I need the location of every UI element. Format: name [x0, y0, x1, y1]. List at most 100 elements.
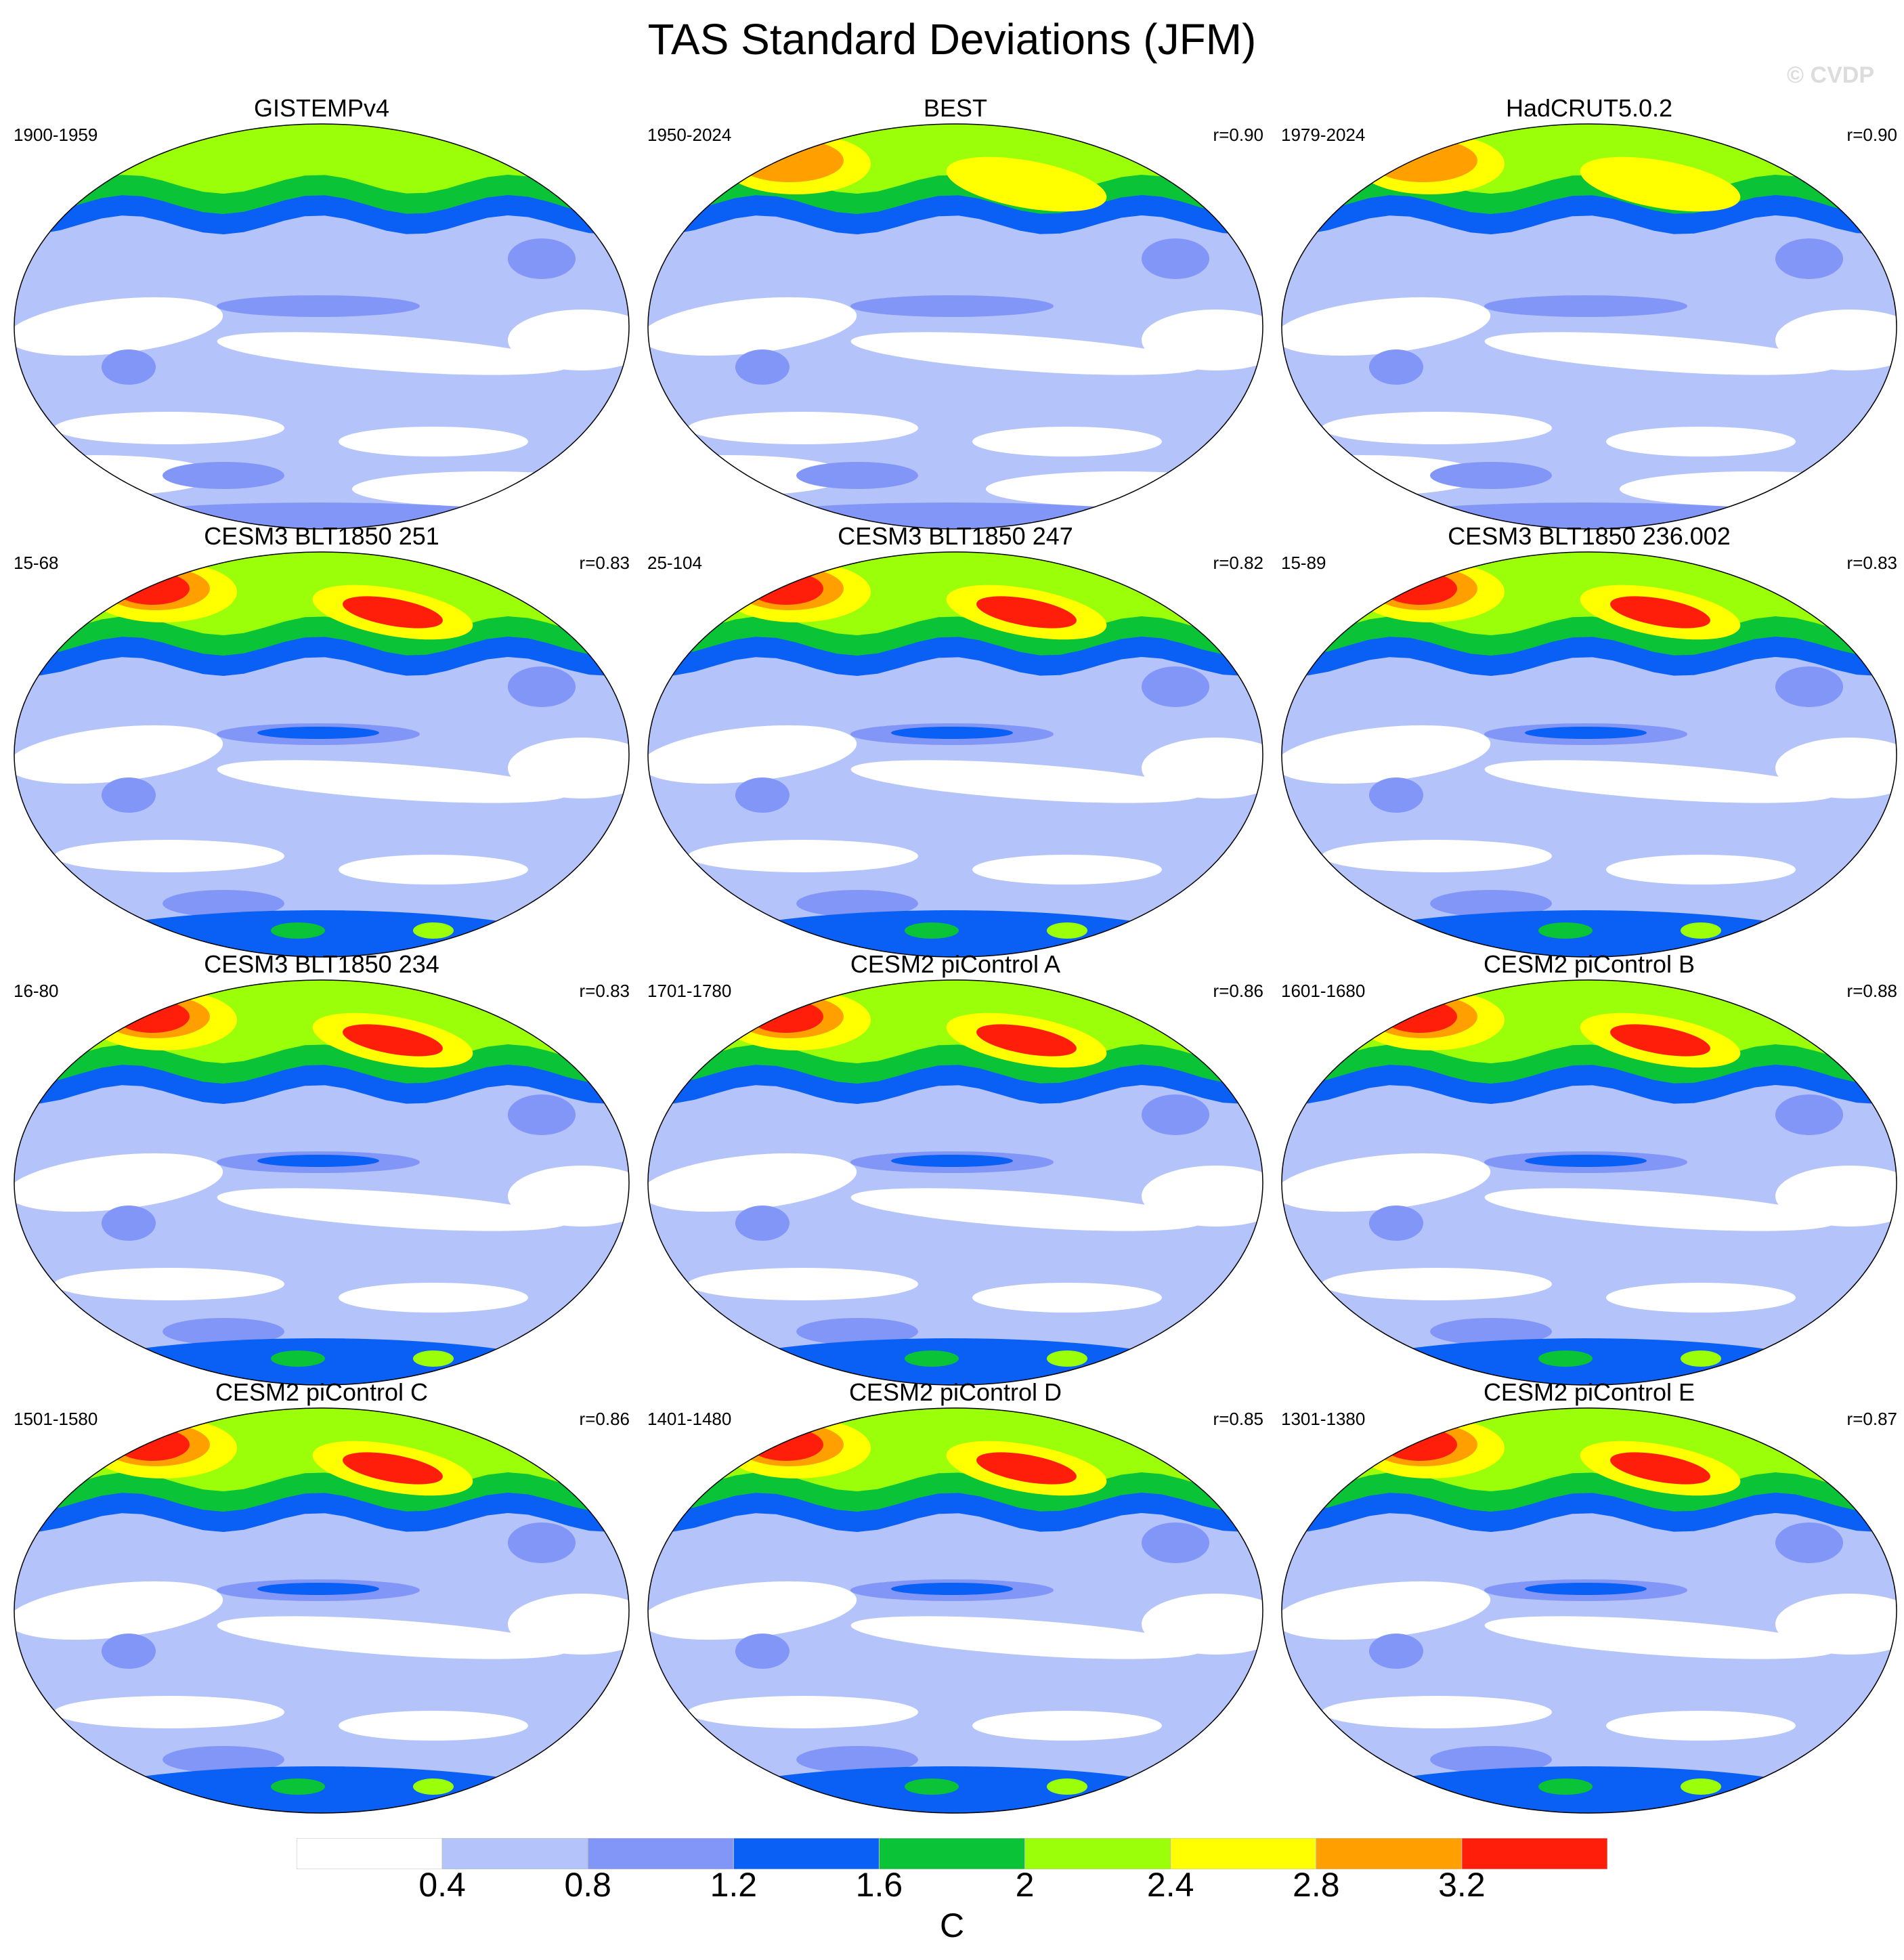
enso-core: [891, 727, 1013, 739]
panel-title: CESM3 BLT1850 236.002: [1448, 522, 1731, 550]
panel-correlation: r=0.88: [1846, 981, 1897, 1001]
mid-variance-patch: [1430, 1746, 1552, 1773]
map-border: [1281, 979, 1897, 1386]
mid-variance-patch: [796, 462, 918, 489]
panel-title: CESM2 piControl C: [215, 1378, 429, 1406]
continent-max: [343, 596, 443, 629]
low-variance-area: [688, 1268, 918, 1300]
low-variance-area: [648, 1153, 857, 1212]
panel-title: CESM3 BLT1850 251: [204, 522, 439, 550]
panel-period: 1401-1480: [647, 1409, 732, 1429]
colorbar-tick-label: 1.2: [710, 1866, 758, 1904]
mid-variance-patch: [1430, 462, 1552, 489]
mid-variance-patch: [102, 349, 156, 385]
mid-variance-patch: [1775, 1094, 1843, 1135]
mid-variance-patch: [163, 462, 284, 489]
mid-variance-patch: [1369, 349, 1423, 385]
panel-period: 1900-1959: [14, 125, 98, 145]
low-variance-area: [14, 1153, 223, 1212]
low-variance-area: [1142, 310, 1263, 370]
low-variance-area: [1484, 332, 1836, 375]
panel-correlation: r=0.86: [579, 1409, 630, 1429]
map-panel: CESM2 piControl A 1701-1780 r=0.86: [641, 951, 1270, 1386]
panel-period: 15-89: [1281, 553, 1326, 573]
low-variance-area: [54, 840, 284, 872]
robinson-map: [647, 1407, 1263, 1814]
low-variance-area: [217, 332, 569, 375]
robinson-map: [1281, 551, 1897, 958]
low-variance-area: [850, 332, 1203, 375]
robinson-map: [14, 551, 630, 958]
low-variance-area: [1282, 297, 1491, 356]
continent-high: [1580, 156, 1741, 212]
low-variance-area: [1620, 471, 1890, 507]
low-variance-area: [972, 1711, 1162, 1741]
low-variance-area: [339, 427, 528, 456]
colorbar-units: C: [939, 1906, 965, 1944]
low-variance-area: [972, 855, 1162, 885]
panel-title: CESM2 piControl E: [1483, 1378, 1695, 1406]
low-variance-area: [1322, 1268, 1552, 1300]
panel-period: 15-68: [14, 553, 59, 573]
continent-max: [1383, 572, 1457, 605]
continent-max: [1610, 1452, 1710, 1485]
panel-period: 1501-1580: [14, 1409, 98, 1429]
colorbar-swatch: [587, 1838, 734, 1869]
enso-tongue: [850, 295, 1054, 317]
robinson-map: [1281, 979, 1897, 1386]
mid-variance-patch: [1430, 890, 1552, 917]
panel-title: BEST: [923, 94, 988, 122]
low-variance-area: [1142, 738, 1263, 798]
low-variance-area: [508, 310, 629, 370]
panel-title: CESM2 piControl B: [1483, 950, 1695, 978]
continent-max: [749, 1000, 823, 1033]
map-panel: HadCRUT5.0.2 1979-2024 r=0.90: [1274, 95, 1904, 530]
low-variance-area: [1606, 427, 1796, 456]
mid-variance-patch: [163, 1318, 284, 1345]
map-panel: CESM2 piControl B 1601-1680 r=0.88: [1274, 950, 1904, 1386]
antarctic-patch: [905, 1778, 959, 1795]
low-variance-area: [648, 1581, 857, 1640]
low-variance-area: [54, 1696, 284, 1728]
colorbar-tick-label: 1.6: [855, 1866, 903, 1904]
low-variance-area: [217, 1616, 569, 1659]
mid-variance-patch: [163, 890, 284, 917]
low-variance-area: [14, 725, 223, 784]
low-variance-area: [972, 427, 1162, 456]
low-variance-area: [1322, 840, 1552, 872]
mid-variance-patch: [1369, 1634, 1423, 1669]
mid-variance-patch: [102, 777, 156, 813]
continent-higher: [1369, 139, 1477, 182]
robinson-map: [14, 979, 630, 1386]
robinson-map: [1281, 1407, 1897, 1814]
continent-max: [749, 1428, 823, 1461]
enso-tongue: [1484, 295, 1687, 317]
colorbar-swatch: [1024, 1838, 1171, 1869]
low-variance-area: [850, 760, 1203, 803]
low-variance-area: [339, 1283, 528, 1313]
low-variance-area: [1282, 1153, 1491, 1212]
low-variance-area: [972, 1283, 1162, 1313]
continent-max: [343, 1452, 443, 1485]
low-variance-area: [1775, 1166, 1897, 1227]
antarctic-patch: [1681, 1350, 1721, 1367]
mid-variance-patch: [1775, 666, 1843, 707]
mid-variance-patch: [1142, 1094, 1209, 1135]
mid-variance-patch: [508, 666, 576, 707]
continent-max: [976, 1024, 1077, 1057]
figure-title: TAS Standard Deviations (JFM): [647, 15, 1257, 64]
low-variance-area: [1322, 412, 1552, 444]
antarctic-patch: [413, 1350, 454, 1367]
colorbar-swatch: [1461, 1838, 1607, 1869]
mid-variance-patch: [102, 1206, 156, 1241]
mid-variance-patch: [508, 238, 576, 279]
panel-title: CESM3 BLT1850 247: [838, 522, 1073, 550]
low-variance-area: [508, 1594, 629, 1655]
low-variance-area: [688, 412, 918, 444]
low-variance-area: [1142, 1166, 1263, 1227]
low-variance-area: [648, 725, 857, 784]
mid-variance-patch: [735, 349, 789, 385]
antarctic-patch: [271, 1350, 325, 1367]
low-variance-area: [217, 760, 569, 803]
panel-correlation: r=0.83: [579, 981, 630, 1001]
